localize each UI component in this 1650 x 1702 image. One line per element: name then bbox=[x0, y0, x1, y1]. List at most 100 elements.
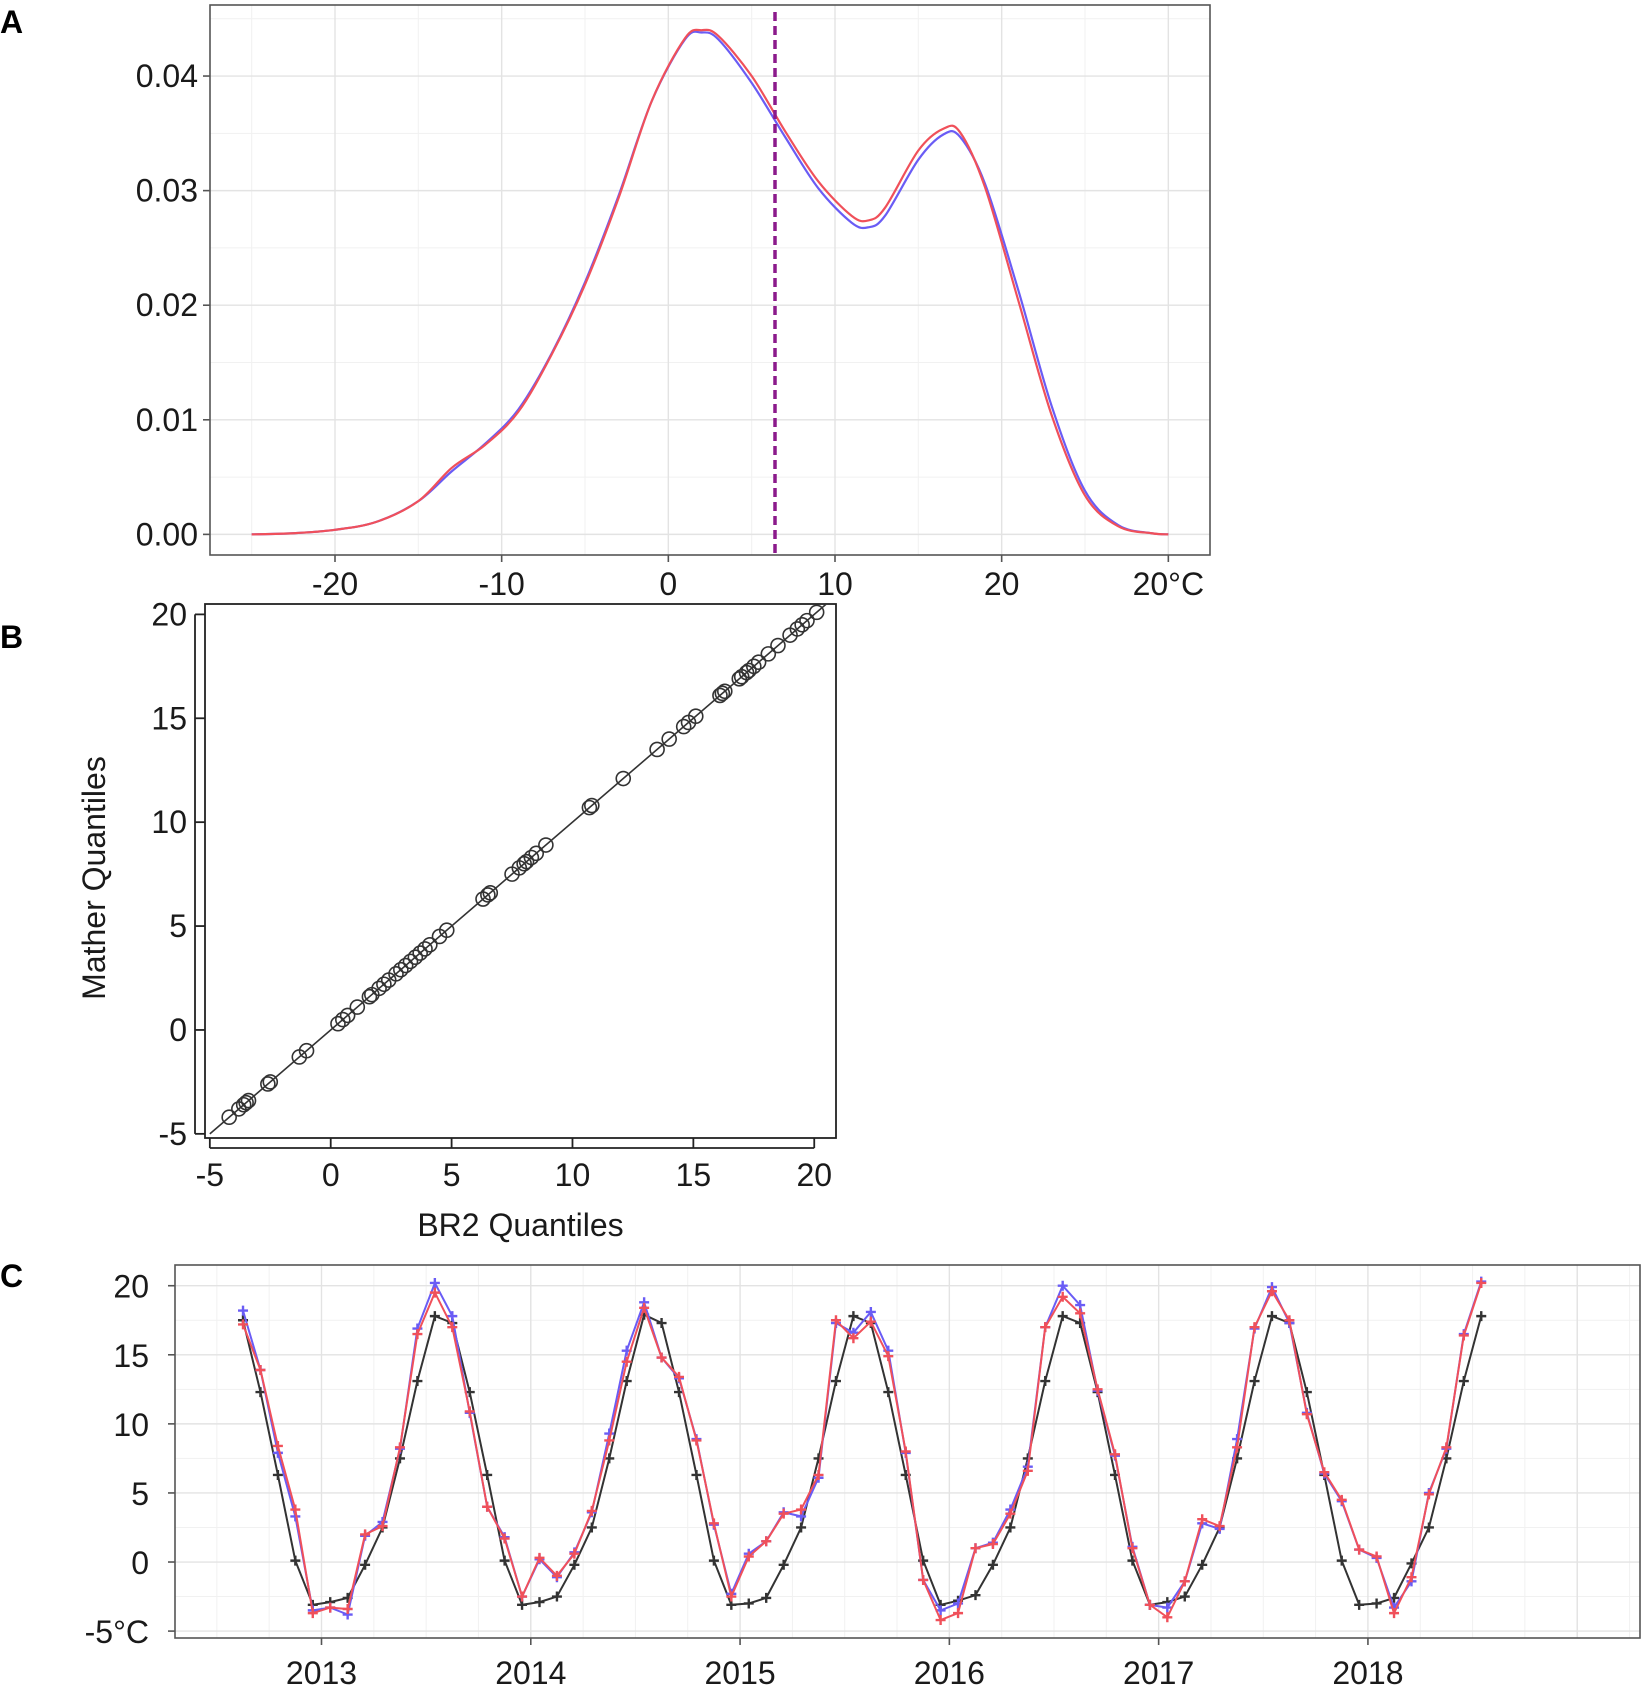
qq-point bbox=[330, 1015, 346, 1032]
data-point-red bbox=[1005, 1508, 1016, 1519]
qq-point bbox=[799, 612, 815, 629]
qq-point bbox=[808, 604, 825, 621]
data-point-red bbox=[1092, 1384, 1103, 1395]
data-point-red bbox=[1075, 1308, 1086, 1319]
qq-point bbox=[407, 949, 424, 966]
data-point-black bbox=[482, 1469, 493, 1480]
data-point-red bbox=[429, 1287, 440, 1298]
x-tick-label: 20 bbox=[984, 566, 1020, 602]
x-tick-label: -10 bbox=[479, 566, 525, 602]
y-tick-label: -5°C bbox=[85, 1614, 149, 1650]
x-tick-label: 2017 bbox=[1123, 1655, 1194, 1691]
data-point-black bbox=[761, 1592, 772, 1603]
y-tick-label: 5 bbox=[131, 1476, 149, 1512]
data-point-red bbox=[1179, 1576, 1190, 1587]
qq-point bbox=[714, 685, 731, 702]
qq-point bbox=[422, 936, 438, 953]
x-tick-label: 20°C bbox=[1133, 566, 1205, 602]
data-point-black bbox=[1371, 1598, 1382, 1609]
data-point-red bbox=[517, 1591, 528, 1602]
data-point-red bbox=[604, 1435, 615, 1446]
data-point-red bbox=[743, 1551, 754, 1562]
qq-point bbox=[480, 887, 496, 903]
qq-point bbox=[615, 770, 632, 787]
density-curve-blue bbox=[251, 30, 1169, 536]
data-point-red bbox=[1319, 1467, 1330, 1478]
data-point-red bbox=[848, 1333, 859, 1344]
qq-point bbox=[523, 849, 540, 866]
data-point-red bbox=[1057, 1291, 1068, 1302]
y-tick-label: 20 bbox=[151, 596, 187, 632]
data-point-black bbox=[708, 1555, 719, 1566]
qq-point bbox=[235, 1096, 252, 1113]
qq-point bbox=[388, 966, 404, 982]
data-point-blue bbox=[447, 1311, 458, 1322]
data-point-black bbox=[691, 1469, 702, 1480]
x-tick-label: 2013 bbox=[286, 1655, 357, 1691]
data-point-red bbox=[360, 1529, 371, 1540]
data-point-red bbox=[342, 1603, 353, 1614]
qq-point bbox=[584, 797, 600, 814]
x-tick-label: 2015 bbox=[704, 1655, 775, 1691]
data-point-red bbox=[813, 1469, 824, 1480]
qq-point bbox=[649, 741, 665, 758]
qq-point bbox=[376, 976, 392, 993]
data-point-red bbox=[586, 1505, 597, 1516]
qq-point bbox=[262, 1074, 279, 1090]
y-tick-label: 20 bbox=[113, 1269, 149, 1305]
x-tick-label: 2016 bbox=[914, 1655, 985, 1691]
y-tick-label: 0 bbox=[169, 1012, 187, 1048]
data-point-black bbox=[656, 1318, 667, 1329]
data-point-red bbox=[1266, 1286, 1277, 1297]
data-point-red bbox=[238, 1319, 249, 1330]
x-tick-label: 15 bbox=[676, 1157, 712, 1193]
data-point-black bbox=[272, 1469, 283, 1480]
qq-point bbox=[789, 621, 806, 637]
qq-point bbox=[361, 988, 378, 1005]
data-point-red bbox=[1354, 1544, 1365, 1555]
x-tick-label: 10 bbox=[817, 566, 853, 602]
data-point-red bbox=[900, 1446, 911, 1457]
y-tick-label: 15 bbox=[113, 1338, 149, 1374]
data-point-red bbox=[726, 1591, 737, 1602]
data-point-black bbox=[412, 1376, 423, 1387]
data-point-red bbox=[1232, 1442, 1243, 1453]
panel-letter-b: B bbox=[0, 619, 23, 655]
data-point-black bbox=[255, 1387, 266, 1398]
y-tick-label: 0.03 bbox=[136, 173, 198, 209]
data-point-red bbox=[691, 1435, 702, 1446]
data-point-black bbox=[1423, 1522, 1434, 1533]
data-point-black bbox=[551, 1591, 562, 1602]
data-point-red bbox=[307, 1608, 318, 1619]
qq-point bbox=[402, 953, 419, 970]
data-point-red bbox=[377, 1521, 388, 1532]
x-tick-label: 20 bbox=[796, 1157, 832, 1193]
data-point-red bbox=[970, 1543, 981, 1554]
qq-point bbox=[412, 945, 428, 961]
data-point-blue bbox=[1057, 1280, 1068, 1291]
y-tick-label: 10 bbox=[151, 804, 187, 840]
data-point-red bbox=[796, 1504, 807, 1515]
panel-letter-a: A bbox=[0, 4, 23, 40]
data-point-red bbox=[1249, 1322, 1260, 1333]
qq-point bbox=[238, 1094, 254, 1111]
plot-frame bbox=[174, 1264, 1641, 1639]
data-point-black bbox=[1336, 1555, 1347, 1566]
panel-a: A -20 -10 0 10 20 20°C 0.00 0.01 0.02 0.03 0.04 bbox=[0, 4, 1211, 602]
qq-point bbox=[716, 683, 733, 700]
data-point-black bbox=[1458, 1376, 1469, 1387]
x-axis-title: BR2 Quantiles bbox=[417, 1207, 623, 1243]
data-point-red bbox=[412, 1329, 423, 1340]
data-point-red bbox=[1336, 1494, 1347, 1505]
qq-point bbox=[538, 837, 554, 853]
data-point-red bbox=[1301, 1409, 1312, 1420]
data-point-red bbox=[621, 1356, 632, 1367]
data-point-black bbox=[883, 1387, 894, 1398]
series-line-red bbox=[242, 1282, 1483, 1622]
data-point-black bbox=[813, 1453, 824, 1464]
data-point-red bbox=[1127, 1543, 1138, 1554]
data-point-black bbox=[429, 1311, 440, 1322]
qq-point bbox=[349, 999, 366, 1015]
data-point-red bbox=[674, 1371, 685, 1382]
